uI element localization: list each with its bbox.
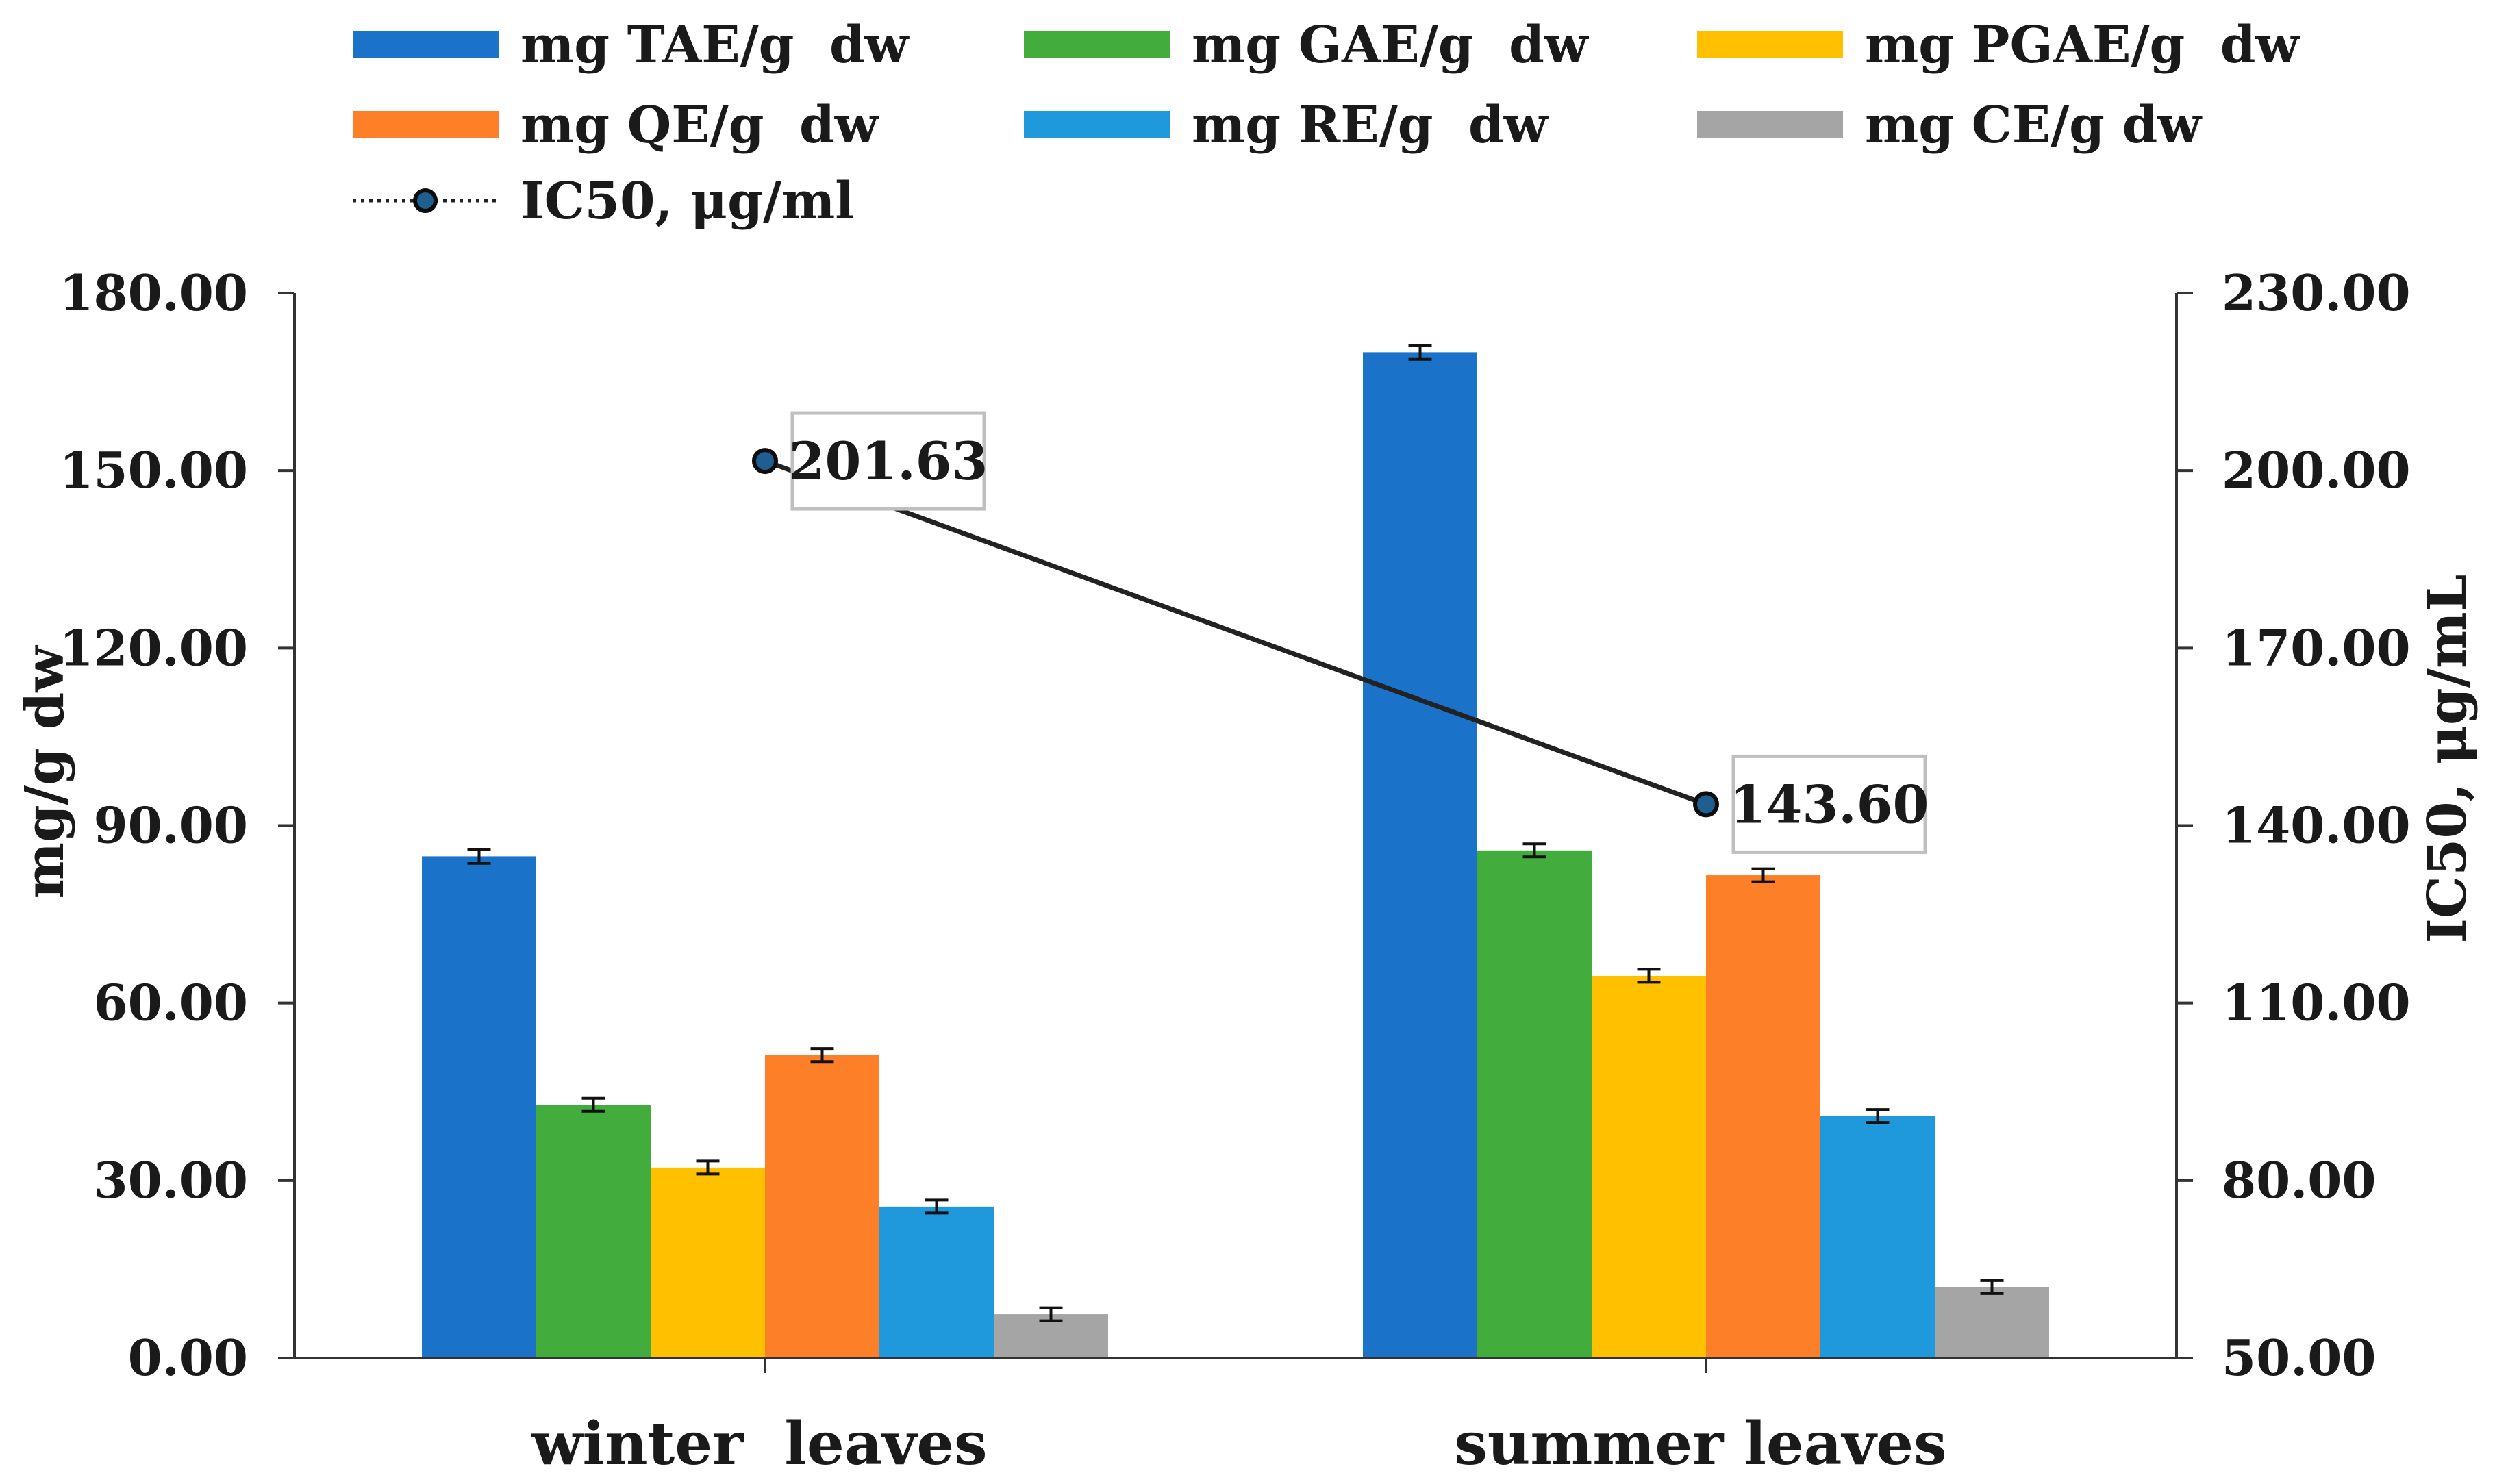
bar [1592,975,1706,1358]
y-tick-label: 150.00 [59,441,248,499]
ic50-data-label: 143.60 [1730,774,1929,835]
legend-swatch [1697,111,1843,138]
bar [765,1055,879,1358]
ic50-line-path [764,458,1707,807]
y-tick-label: 180.00 [59,264,248,322]
legend-swatch [353,111,499,138]
x-tick-label: summer leaves [1454,1409,1946,1479]
bar [422,856,536,1358]
legend-swatch [1697,31,1843,58]
bar [1706,875,1820,1358]
ic50-data-label-box [790,411,986,511]
bar [1363,352,1477,1358]
y2-tick-label: 200.00 [2222,441,2411,499]
y-tick-label: 30.00 [94,1151,248,1209]
y-tick-label: 120.00 [59,618,248,677]
legend-swatch [1024,111,1170,138]
y2-tick-label: 80.00 [2222,1151,2376,1209]
y2-axis-title: IC50, μg/mL [2416,575,2479,944]
legend-swatch [353,31,499,58]
bar [651,1167,765,1358]
legend-label: mg TAE/g dw [521,16,910,75]
legend-label: mg RE/g dw [1192,96,1549,155]
y-tick-label: 0.00 [128,1329,248,1387]
legend-swatch [1024,31,1170,58]
y2-tick-label: 50.00 [2222,1329,2376,1387]
y-axis-title: mg/g dw [14,645,76,899]
y-tick-label: 90.00 [94,796,248,855]
legend-line-marker [413,188,438,213]
y2-tick-label: 230.00 [2222,264,2411,322]
legend-label: mg PGAE/g dw [1865,16,2301,75]
y2-tick-label: 170.00 [2222,618,2411,677]
y-tick-label: 60.00 [94,974,248,1032]
ic50-data-label-box [1731,754,1927,854]
y2-tick-label: 140.00 [2222,796,2411,855]
legend-label: mg QE/g dw [521,96,880,155]
ic50-point [752,448,778,475]
bar [1820,1116,1935,1358]
legend-label: mg GAE/g dw [1192,16,1590,75]
ic50-point [1693,791,1719,818]
x-tick-label: winter leaves [531,1409,987,1479]
ic50-line-series: 201.63 143.60 [752,411,1929,854]
y2-tick-label: 110.00 [2222,974,2411,1032]
bar [536,1105,651,1358]
bar [879,1206,994,1358]
legend-label: IC50, μg/ml [521,172,854,231]
bar [1477,850,1592,1358]
ic50-data-label: 201.63 [789,431,988,492]
bars [422,352,2049,1358]
error-bars [467,344,2004,1322]
axes: 0.00 30.00 60.00 90.00 120.00 150.00 180.00 50.… [59,264,2410,1479]
bar [1935,1287,2049,1358]
legend-label: mg CE/g dw [1865,96,2203,155]
legend: mg TAE/g dw mg GAE/g dw mg PGAE/g dw mg QE/… [353,16,2301,231]
